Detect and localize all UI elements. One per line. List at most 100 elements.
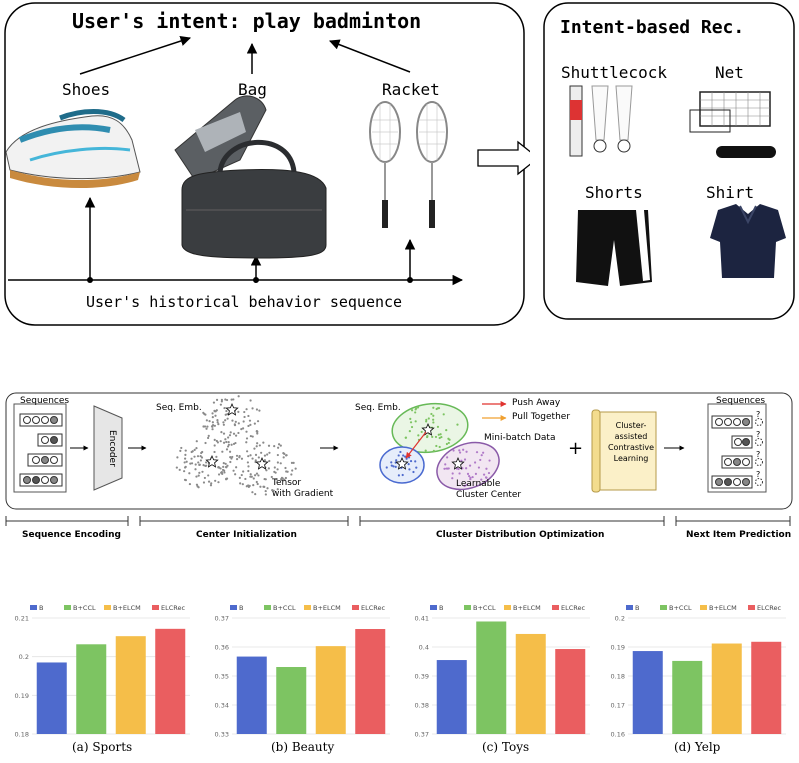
bar-ELCRec bbox=[155, 628, 186, 734]
legend-label: ELCRec bbox=[361, 604, 385, 612]
y-tick-label: 0.33 bbox=[215, 731, 229, 739]
net-label: Net bbox=[715, 63, 744, 82]
hollow-arrow bbox=[477, 140, 530, 176]
legend-label: B bbox=[39, 604, 43, 612]
y-tick-label: 0.4 bbox=[419, 644, 429, 652]
y-tick-label: 0.41 bbox=[415, 615, 429, 623]
legend-label: ELCRec bbox=[757, 604, 781, 612]
history-label: User's historical behavior sequence bbox=[86, 293, 403, 311]
legend-label: B+ELCM bbox=[313, 604, 341, 612]
legend-swatch bbox=[30, 605, 37, 610]
tensor-label-2: with Gradient bbox=[272, 489, 334, 499]
intent-title: User's intent: play badminton bbox=[72, 9, 422, 33]
shoes-image bbox=[5, 109, 141, 189]
stage-brackets bbox=[5, 516, 791, 526]
legend-label: B+ELCM bbox=[113, 604, 141, 612]
sequences-left bbox=[13, 403, 67, 493]
y-tick-label: 0.38 bbox=[415, 702, 429, 710]
stage-cluster-optimization: Cluster Distribution Optimization bbox=[436, 530, 605, 540]
legend-label: ELCRec bbox=[161, 604, 185, 612]
scroll-line-1: Cluster- bbox=[615, 421, 647, 430]
legend-label: B bbox=[439, 604, 443, 612]
caption-yelp: (d) Yelp bbox=[674, 740, 721, 754]
legend-swatch bbox=[104, 605, 111, 610]
sequences-right: ???? bbox=[707, 403, 767, 493]
legend-label: B+CCL bbox=[273, 604, 296, 612]
scroll-line-3: Contrastive bbox=[607, 443, 655, 452]
y-tick-label: 0.19 bbox=[15, 692, 29, 700]
shirt-image bbox=[710, 204, 786, 278]
init-point-cloud bbox=[175, 395, 297, 496]
scroll-line-2: assisted bbox=[614, 432, 648, 441]
y-tick-label: 0.18 bbox=[15, 731, 29, 739]
legend-swatch bbox=[464, 605, 471, 610]
legend-swatch bbox=[748, 605, 755, 610]
legend-label: B+CCL bbox=[73, 604, 96, 612]
bar-B bbox=[632, 651, 663, 734]
cca-scroll bbox=[591, 409, 657, 493]
intent-panel bbox=[4, 2, 530, 326]
legend-label: B bbox=[239, 604, 243, 612]
legend-swatch bbox=[700, 605, 707, 610]
legend-swatch bbox=[430, 605, 437, 610]
bar-B bbox=[236, 656, 267, 734]
cluster-center-label: Cluster Center bbox=[456, 490, 522, 500]
rec-panel bbox=[543, 2, 795, 320]
bar-chart-0: 0.21 0.2 0.19 0.18 B B+CCL B+ELCM ELCRec bbox=[15, 604, 190, 739]
plus-sign: + bbox=[568, 438, 584, 459]
y-tick-label: 0.36 bbox=[215, 644, 229, 652]
pipeline-diagram: ???? bbox=[5, 392, 793, 526]
bar-B+ELCM bbox=[315, 646, 346, 734]
stage-next-item-prediction: Next Item Prediction bbox=[686, 530, 792, 540]
shuttlecock-label: Shuttlecock bbox=[561, 63, 667, 82]
y-tick-label: 0.16 bbox=[611, 731, 625, 739]
caption-toys: (c) Toys bbox=[482, 740, 530, 754]
legend-label: B+ELCM bbox=[513, 604, 541, 612]
y-tick-label: 0.37 bbox=[215, 615, 229, 623]
bar-chart-2: 0.41 0.4 0.39 0.38 0.37 B B+CCL B+ELCM ELCRec bbox=[415, 604, 590, 739]
y-tick-label: 0.19 bbox=[611, 644, 625, 652]
shirt-label: Shirt bbox=[706, 183, 755, 202]
legend-swatch bbox=[626, 605, 633, 610]
rec-title: Intent-based Rec. bbox=[560, 17, 745, 38]
bar-chart-3: 0.2 0.19 0.18 0.17 0.16 B B+CCL B+ELCM ELCRec bbox=[611, 604, 786, 739]
pull-together-label: Pull Together bbox=[512, 412, 571, 422]
caption-sports: (a) Sports bbox=[72, 740, 133, 754]
legend-swatch bbox=[552, 605, 559, 610]
shoes-label: Shoes bbox=[62, 80, 111, 99]
racket-image bbox=[369, 101, 448, 228]
bar-chart-1: 0.37 0.36 0.35 0.34 0.33 B B+CCL B+ELCM ELCRec bbox=[215, 604, 390, 739]
shorts-image bbox=[576, 210, 652, 286]
bag-label: Bag bbox=[238, 80, 267, 99]
bar-ELCRec bbox=[555, 649, 586, 734]
y-tick-label: 0.2 bbox=[615, 615, 625, 623]
legend-swatch bbox=[660, 605, 667, 610]
y-tick-label: 0.34 bbox=[215, 702, 229, 710]
bar-B bbox=[36, 662, 67, 734]
push-away-label: Push Away bbox=[512, 398, 561, 408]
legend-swatch bbox=[230, 605, 237, 610]
bar-ELCRec bbox=[751, 641, 782, 734]
shuttlecock-image bbox=[569, 85, 633, 157]
y-tick-label: 0.37 bbox=[415, 731, 429, 739]
y-tick-label: 0.17 bbox=[611, 702, 625, 710]
svg-text:?: ? bbox=[756, 430, 760, 439]
net-image bbox=[689, 91, 776, 158]
cca-scroll-text: Cluster- assisted Contrastive Learning bbox=[605, 420, 657, 464]
y-tick-label: 0.39 bbox=[415, 673, 429, 681]
bar-B+CCL bbox=[276, 667, 307, 734]
scroll-line-4: Learning bbox=[613, 454, 649, 463]
legend-swatch bbox=[304, 605, 311, 610]
svg-text:?: ? bbox=[756, 410, 760, 419]
bag-image bbox=[174, 95, 327, 259]
bar-B+ELCM bbox=[115, 636, 146, 734]
bar-ELCRec bbox=[355, 629, 386, 734]
seq-emb-label-1: Seq. Emb. bbox=[156, 403, 202, 413]
sequences-left-label: Sequences bbox=[20, 396, 70, 406]
stage-sequence-encoding: Sequence Encoding bbox=[22, 530, 121, 540]
bar-B+CCL bbox=[476, 621, 507, 734]
encoder-block bbox=[93, 405, 123, 491]
legend-label: B+ELCM bbox=[709, 604, 737, 612]
tensor-label: Tensor bbox=[272, 478, 302, 488]
bar-B+ELCM bbox=[711, 643, 742, 734]
